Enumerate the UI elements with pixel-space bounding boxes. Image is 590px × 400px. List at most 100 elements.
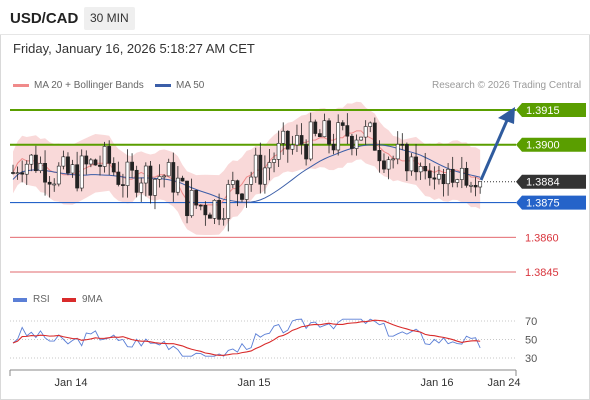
- candle-body: [70, 164, 75, 174]
- candle-body: [66, 156, 70, 174]
- candle-body: [230, 180, 235, 185]
- candle-body: [93, 159, 98, 166]
- candle-body: [29, 154, 34, 165]
- arrow-shaft: [479, 117, 510, 181]
- candle-body: [258, 154, 263, 185]
- candle-body: [52, 183, 57, 186]
- candle-body: [290, 144, 295, 150]
- level-label: 1.3900: [526, 140, 560, 152]
- chart-header: USD/CAD 30 MIN: [0, 0, 590, 35]
- candle-body: [267, 162, 272, 169]
- candle-body: [56, 165, 61, 185]
- candle-body: [285, 130, 290, 150]
- candle-body: [130, 161, 134, 171]
- candle-body: [111, 163, 116, 173]
- legend-9ma-label: 9MA: [82, 294, 103, 305]
- candle-body: [377, 150, 382, 162]
- timestamp: Friday, January 16, 2026 5:18:27 AM CET: [13, 41, 255, 56]
- candle-body: [194, 190, 199, 206]
- candle-body: [469, 184, 473, 187]
- legend-ma20-label: MA 20 + Bollinger Bands: [34, 80, 144, 91]
- candle-body: [386, 159, 391, 170]
- level-tag: [516, 195, 586, 210]
- candle-body: [391, 158, 396, 161]
- candle-body: [171, 162, 176, 193]
- candle-body: [75, 164, 80, 189]
- candle-body: [153, 178, 157, 196]
- candle-body: [208, 214, 212, 219]
- candle-body: [336, 122, 341, 151]
- candle-body: [473, 184, 478, 188]
- legend-rsi-label: RSI: [33, 294, 50, 305]
- candle-body: [400, 143, 405, 146]
- rsi-tick-label: 30: [525, 353, 537, 365]
- candle-body: [404, 144, 409, 172]
- candle-body: [185, 180, 189, 217]
- candle-body: [418, 166, 423, 173]
- candle-body: [327, 120, 331, 145]
- candle-body: [427, 170, 432, 179]
- candle-body: [340, 122, 345, 126]
- rsi-panel: 70 50 30: [10, 316, 537, 365]
- ma20-swatch: [13, 84, 29, 87]
- candle-body: [295, 135, 299, 146]
- bollinger-bands: [13, 101, 481, 235]
- ma9-swatch: [62, 297, 76, 302]
- credit-text: Research © 2026 Trading Central: [432, 80, 582, 91]
- candle-body: [272, 159, 276, 163]
- legend-ma50-label: MA 50: [176, 80, 205, 91]
- level-label: 1.3884: [526, 177, 560, 189]
- candle-body: [363, 126, 368, 138]
- candle-body: [166, 162, 171, 177]
- candle-body: [276, 143, 281, 160]
- rsi-tick-label: 50: [525, 335, 537, 347]
- candle-body: [20, 172, 25, 175]
- level-tag: [516, 103, 586, 117]
- level-tag: [516, 174, 586, 189]
- candle-body: [441, 173, 446, 185]
- candle-body: [121, 184, 125, 186]
- candle-body: [134, 169, 139, 193]
- price-labels: 1.3915 1.3900 1.3884 1.3875 1.3860 1.3845: [516, 103, 586, 279]
- candle-body: [317, 133, 322, 138]
- rsi-swatch: [13, 297, 27, 302]
- candle-body: [175, 177, 180, 193]
- candle-body: [372, 122, 377, 151]
- candle-body: [409, 156, 414, 172]
- arrow-head: [498, 107, 515, 124]
- candle-body: [15, 172, 20, 175]
- candle-body: [299, 135, 304, 145]
- candle-body: [450, 168, 455, 183]
- candle-body: [446, 168, 451, 185]
- candle-body: [33, 154, 38, 172]
- candle-body: [221, 218, 226, 220]
- candle-body: [235, 180, 240, 195]
- candle-body: [249, 176, 254, 185]
- x-tick-label: Jan 14: [54, 377, 87, 389]
- candle-body: [382, 160, 386, 170]
- symbol-title: USD/CAD: [10, 10, 79, 27]
- candle-body: [148, 165, 153, 196]
- candle-body: [437, 173, 441, 180]
- ma50-swatch: [155, 84, 171, 87]
- candle-body: [350, 135, 354, 149]
- candle-body: [180, 177, 185, 182]
- timeframe-button[interactable]: 30 MIN: [84, 7, 135, 30]
- candle-body: [432, 177, 437, 180]
- candle-body: [143, 165, 148, 184]
- candle-body: [212, 199, 217, 219]
- candle-body: [125, 161, 130, 186]
- legend-ma50: MA 50: [155, 80, 204, 91]
- legend-rsi: RSI: [13, 294, 50, 305]
- candle-body: [414, 156, 418, 173]
- candle-body: [262, 167, 267, 185]
- candle-body: [395, 143, 400, 160]
- candle-body: [304, 144, 309, 160]
- legend-9ma: 9MA: [62, 294, 103, 305]
- candle-body: [88, 159, 93, 165]
- candle-body: [61, 156, 66, 167]
- candle-body: [47, 181, 52, 185]
- candle-body: [240, 193, 244, 200]
- rsi-tick-label: 70: [525, 316, 537, 328]
